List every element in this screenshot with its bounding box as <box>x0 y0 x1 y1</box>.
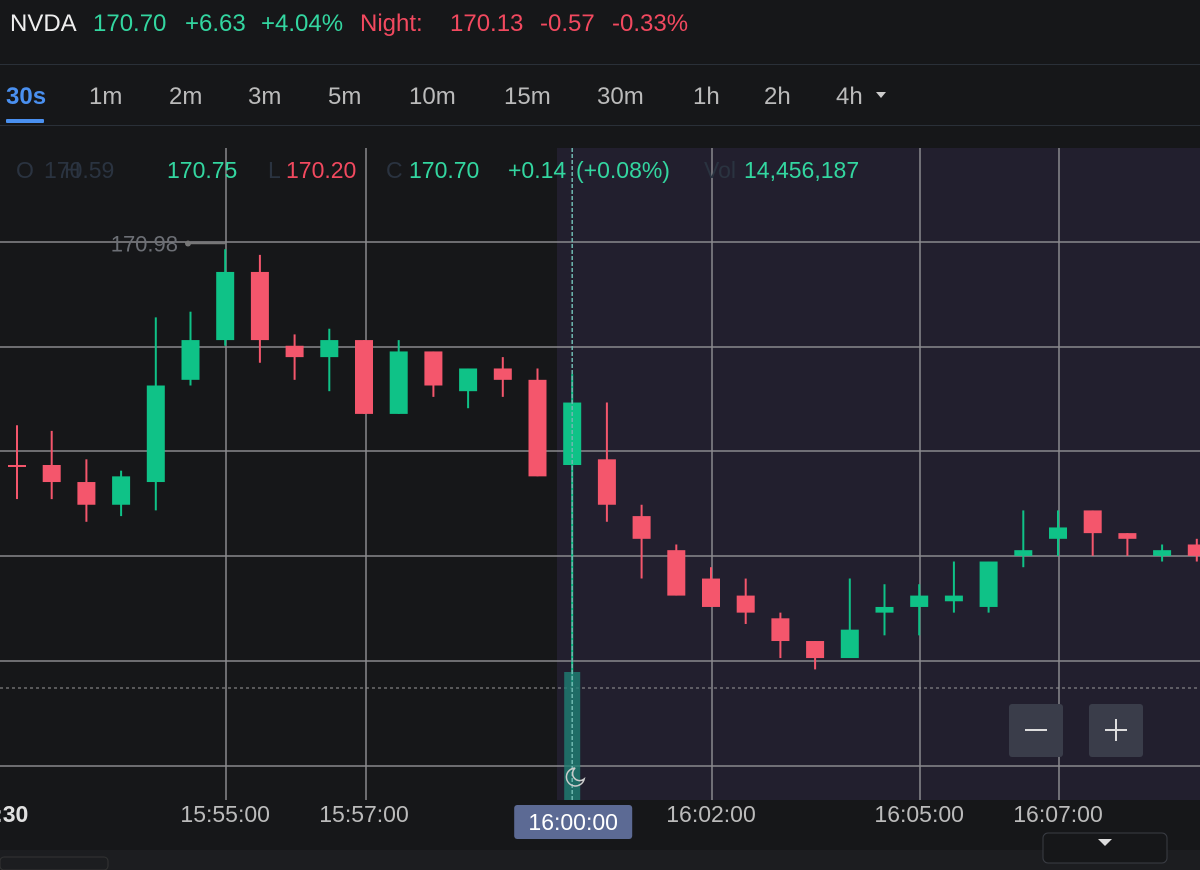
candle-body <box>702 578 720 607</box>
max-label: 170.98 <box>111 232 178 257</box>
ohlc-legend: 170.75 <box>167 157 237 183</box>
candle-body <box>528 379 547 477</box>
zoom-in-icon <box>1105 719 1127 741</box>
change: +6.63 <box>185 10 246 37</box>
interval-tab[interactable]: 1h <box>693 83 720 110</box>
crosshair-time-bg <box>514 805 633 839</box>
interval-tab[interactable]: 2h <box>764 83 791 110</box>
candle-body <box>806 641 825 659</box>
candle-body <box>979 561 998 607</box>
candle-body <box>771 618 790 642</box>
candle-body <box>840 629 859 659</box>
ohlc-legend: +0.14 <box>508 157 566 183</box>
bottom-tab <box>0 856 109 870</box>
expand-icon <box>1098 839 1112 846</box>
candle-body <box>1083 510 1102 534</box>
change-pct: +4.04% <box>261 10 344 37</box>
candle-body <box>944 595 963 602</box>
price: 170.70 <box>93 10 167 37</box>
candle-body <box>875 606 894 613</box>
candle-body <box>459 368 478 392</box>
expand-bg <box>1042 832 1168 864</box>
candle-body <box>667 550 686 596</box>
candle-body <box>42 465 61 483</box>
x-tick-label: 15:57:00 <box>319 801 409 827</box>
ohlc-legend: H <box>64 157 81 183</box>
interval-tab[interactable]: 1m <box>89 83 123 110</box>
candle-body <box>8 465 26 467</box>
ohlc-legend: 170.20 <box>286 157 356 183</box>
candle-body <box>389 351 408 414</box>
x-tick-label: 15:55:00 <box>180 801 270 827</box>
candle-body <box>1153 550 1172 556</box>
ohlc-legend: (+0.08%) <box>576 157 670 183</box>
candle-body <box>250 271 269 341</box>
zoom-in-button[interactable] <box>1089 704 1143 757</box>
candle-body <box>597 459 616 505</box>
candle-body <box>112 476 131 505</box>
quote-header: NVDA 170.70 +6.63 +4.04% Night: 170.13 -… <box>0 0 1200 65</box>
candle-body <box>736 595 755 613</box>
ohlc-legend: 170.59 <box>44 157 114 183</box>
ohlc-legend: O <box>16 157 34 183</box>
candle-body <box>1118 533 1137 539</box>
moon-icon <box>565 767 586 787</box>
candle-body <box>1187 544 1200 556</box>
candle-body <box>493 368 512 380</box>
x-tick-label: 16:07:00 <box>1013 801 1103 827</box>
bottom-bar <box>0 850 1200 870</box>
candle-body <box>424 351 443 386</box>
interval-tab[interactable]: 10m <box>409 83 456 110</box>
night-session-bg <box>557 148 1200 803</box>
candle-body <box>285 345 304 358</box>
night-pct: -0.33% <box>612 10 689 37</box>
interval-tab[interactable]: 3m <box>248 83 282 110</box>
candle-body <box>1014 550 1033 556</box>
candle-body <box>1049 527 1067 539</box>
candle-body <box>216 271 235 341</box>
ohlc-legend: L <box>268 157 281 183</box>
crosshair-time: 16:00:00 <box>528 809 618 835</box>
zoom-out-button[interactable] <box>1009 704 1063 757</box>
symbol: NVDA <box>10 10 77 37</box>
interval-tab[interactable]: 4h <box>836 83 863 110</box>
ohlc-legend: 170.70 <box>409 157 479 183</box>
candle-body <box>146 385 165 483</box>
candle-body <box>910 595 929 607</box>
night-price: 170.13 <box>450 10 524 37</box>
candle-body <box>181 340 200 380</box>
candle-body <box>77 482 96 505</box>
night-label: Night: <box>360 10 423 37</box>
ohlc-legend: C <box>386 157 403 183</box>
interval-tab[interactable]: 5m <box>328 83 362 110</box>
x-tick-label: 16:05:00 <box>874 801 964 827</box>
candle-body <box>632 516 651 539</box>
interval-tab[interactable]: 2m <box>169 83 203 110</box>
interval-tab[interactable]: 15m <box>504 83 551 110</box>
interval-tab[interactable]: 30m <box>597 83 644 110</box>
interval-bar: 30s 1m 2m 3m 5m 10m 15m 30m 1h 2h 4h <box>0 65 1200 126</box>
candle-body <box>355 340 373 414</box>
expand-button[interactable] <box>1042 832 1168 864</box>
x-tick-label: 15:51:30 <box>0 801 28 827</box>
candles <box>8 249 1200 687</box>
candle-body <box>320 340 339 358</box>
x-tick-label: 16:02:00 <box>666 801 756 827</box>
night-change: -0.57 <box>540 10 595 37</box>
active-underline <box>6 119 44 123</box>
max-dot <box>185 240 191 247</box>
dropdown-caret <box>876 92 886 98</box>
interval-tab[interactable]: 30s <box>6 83 47 110</box>
ohlc-legend: Vol <box>704 157 736 183</box>
ohlc-legend: 14,456,187 <box>744 157 859 183</box>
